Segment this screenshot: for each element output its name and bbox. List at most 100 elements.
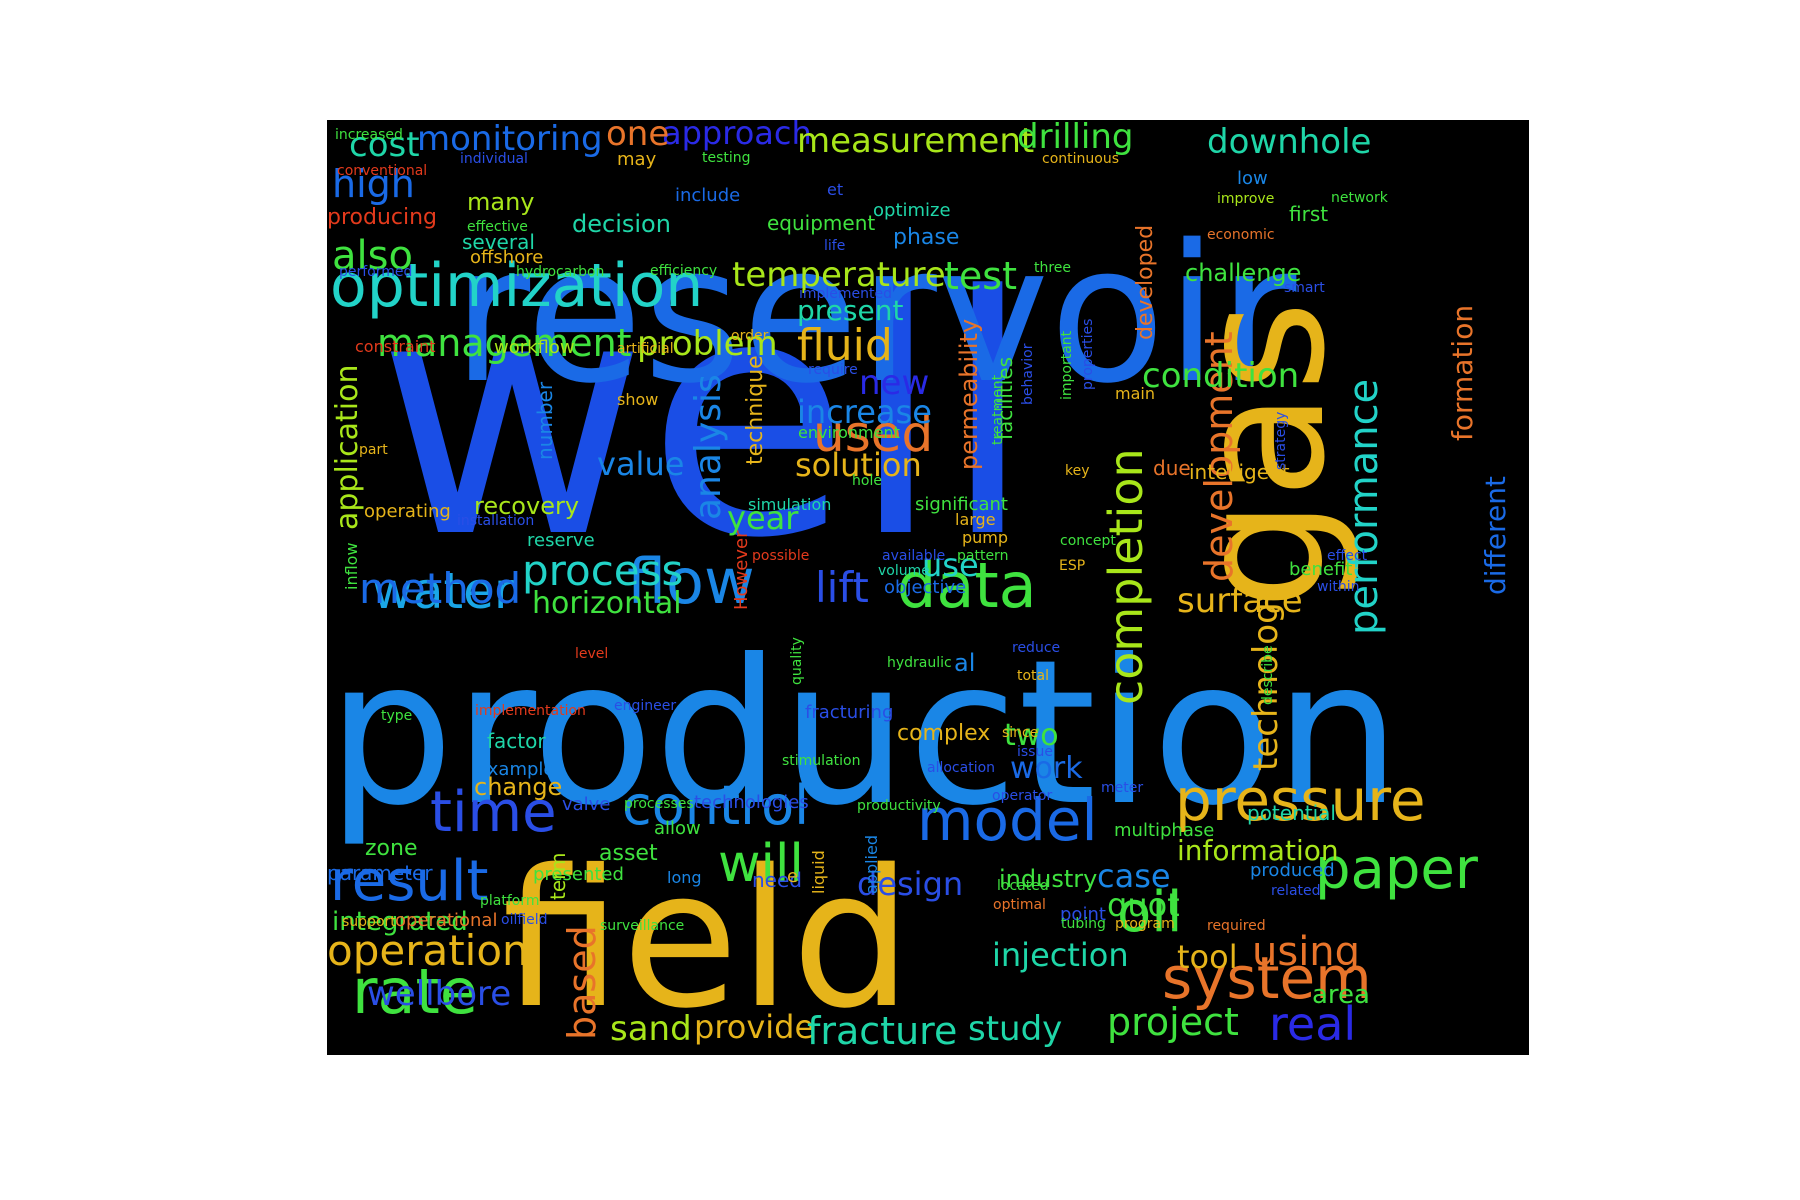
word-increased: increased — [335, 127, 403, 143]
word-term: term — [546, 853, 570, 901]
word-paper: paper — [1315, 837, 1479, 902]
word-facilities: facilities — [993, 357, 1017, 440]
word-objective: objective — [884, 577, 966, 598]
word-operating: operating — [364, 501, 451, 522]
word-fluid: fluid — [797, 320, 893, 371]
word-result: result — [330, 849, 488, 914]
word-time: time — [430, 780, 557, 845]
word-fracturing: fracturing — [805, 702, 893, 723]
word-developed: developed — [1133, 225, 1158, 340]
word-decision: decision — [572, 210, 671, 238]
word-engineer: engineer — [614, 698, 676, 714]
word-testing: testing — [702, 150, 751, 166]
word-need: need — [752, 868, 802, 892]
word-improve: improve — [1217, 191, 1274, 207]
word-process: process — [522, 546, 683, 595]
word-processes: processes — [624, 796, 694, 812]
word-program: program — [1115, 916, 1175, 932]
word-project: project — [1107, 1000, 1239, 1044]
word-field: field — [502, 829, 912, 1050]
word-life: life — [824, 238, 845, 254]
word-measurement: measurement — [797, 121, 1034, 161]
word-operational: operational — [395, 910, 497, 931]
word-describe: describe — [1260, 645, 1276, 705]
word-reserve: reserve — [527, 530, 595, 551]
word-formation: formation — [1446, 305, 1479, 441]
word-allow: allow — [654, 818, 701, 839]
word-include: include — [675, 185, 740, 206]
word-effective: effective — [467, 219, 528, 235]
word-level: level — [575, 646, 608, 662]
word-low: low — [1237, 168, 1268, 189]
word-esp: ESP — [1059, 558, 1085, 574]
word-order: order — [731, 328, 769, 344]
word-solution: solution — [795, 446, 922, 484]
word-behavior: behavior — [1020, 343, 1036, 405]
word-may: may — [617, 149, 657, 170]
word-inflow: inflow — [342, 542, 361, 590]
word-completion: completion — [1099, 448, 1153, 705]
word-condition: condition — [1142, 356, 1299, 396]
word-main: main — [1115, 384, 1155, 403]
word-environment: environment — [798, 423, 900, 442]
word-individual: individual — [460, 151, 528, 167]
word-data: data — [897, 549, 1037, 622]
word-operator: operator — [992, 788, 1052, 804]
word-water: water — [372, 562, 515, 620]
word-approach: approach — [662, 120, 812, 152]
word-wellbore: wellbore — [367, 974, 511, 1014]
word-effect: effect — [1327, 548, 1368, 564]
word-pattern: pattern — [957, 548, 1008, 564]
word-however: However — [731, 530, 752, 610]
word-case: case — [1097, 857, 1171, 895]
word-system: system — [1162, 944, 1372, 1012]
word-treatment: treatment — [990, 374, 1006, 445]
word-continuous: continuous — [1042, 151, 1119, 167]
word-zone: zone — [365, 836, 418, 861]
word-different: different — [1479, 476, 1512, 595]
word-real: real — [1269, 997, 1356, 1051]
word-permeability: permeability — [955, 319, 983, 470]
word-equipment: equipment — [767, 211, 875, 235]
word-require: require — [808, 362, 858, 378]
word-large: large — [955, 510, 996, 529]
word-pump: pump — [962, 528, 1008, 547]
word-show: show — [617, 390, 658, 409]
word-point: point — [1060, 904, 1106, 925]
word-allocation: allocation — [927, 760, 995, 776]
word-rate: rate — [352, 955, 478, 1028]
word-based: based — [560, 925, 604, 1040]
word-properties: properties — [1080, 319, 1096, 390]
word-al: al — [954, 649, 975, 677]
word-key: key — [1065, 463, 1090, 479]
word-due: due — [1153, 456, 1191, 480]
word-part: part — [359, 442, 388, 458]
word-technology: technology — [1246, 582, 1286, 771]
word-long: long — [667, 868, 702, 887]
word-valve: valve — [562, 794, 610, 815]
word-required: required — [1207, 918, 1266, 934]
word-also: also — [332, 233, 413, 279]
word-use: use — [922, 546, 979, 584]
word-surface: surface — [1177, 581, 1303, 621]
word-multiphase: multiphase — [1114, 820, 1214, 841]
word-injection: injection — [992, 936, 1129, 974]
word-constraint: constraint — [355, 337, 436, 356]
word-stimulation: stimulation — [782, 753, 860, 769]
word-integrated: integrated — [332, 907, 468, 937]
word-two: two — [1004, 718, 1059, 753]
word-complex: complex — [897, 721, 990, 746]
word-volume: volume — [878, 563, 930, 579]
word-cloud: well production reservoir field gas optimizat… — [327, 120, 1529, 1055]
word-simulation: simulation — [748, 495, 831, 514]
word-tool: tool — [1177, 938, 1238, 976]
word-lift: lift — [815, 563, 869, 612]
word-one: one — [606, 120, 669, 154]
word-many: many — [467, 188, 535, 216]
word-cost: cost — [349, 125, 420, 165]
word-management: management — [377, 321, 632, 365]
word-hydraulic: hydraulic — [887, 655, 952, 671]
word-tubing: tubing — [1061, 916, 1106, 932]
word-possible: possible — [752, 548, 809, 564]
